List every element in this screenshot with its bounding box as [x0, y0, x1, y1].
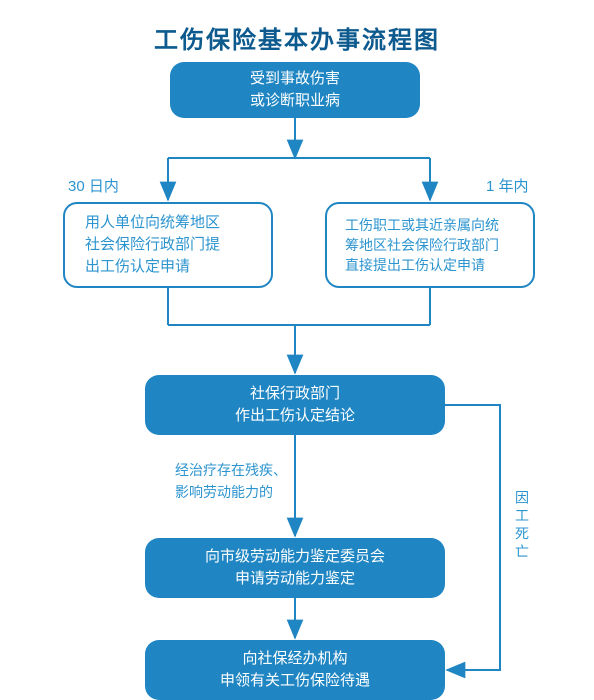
edge-label-1year: 1 年内	[486, 176, 529, 199]
flow-node-right: 工伤职工或其近亲属向统筹地区社会保险行政部门直接提出工伤认定申请	[325, 202, 535, 288]
flow-node-assess: 向市级劳动能力鉴定委员会申请劳动能力鉴定	[145, 538, 445, 598]
flow-node-decide: 社保行政部门作出工伤认定结论	[145, 375, 445, 435]
edge-e_death	[445, 405, 500, 670]
flow-node-left: 用人单位向统筹地区社会保险行政部门提出工伤认定申请	[63, 202, 273, 288]
edge-label-disab1: 经治疗存在残疾、	[175, 460, 287, 481]
vlabel-death: 因工死亡	[512, 490, 532, 562]
edge-label-disab2: 影响劳动能力的	[175, 482, 273, 503]
flow-node-claim: 向社保经办机构申领有关工伤保险待遇	[145, 640, 445, 700]
edge-label-30days: 30 日内	[68, 176, 119, 199]
flow-node-start: 受到事故伤害或诊断职业病	[170, 62, 420, 118]
page-title: 工伤保险基本办事流程图	[0, 20, 594, 55]
